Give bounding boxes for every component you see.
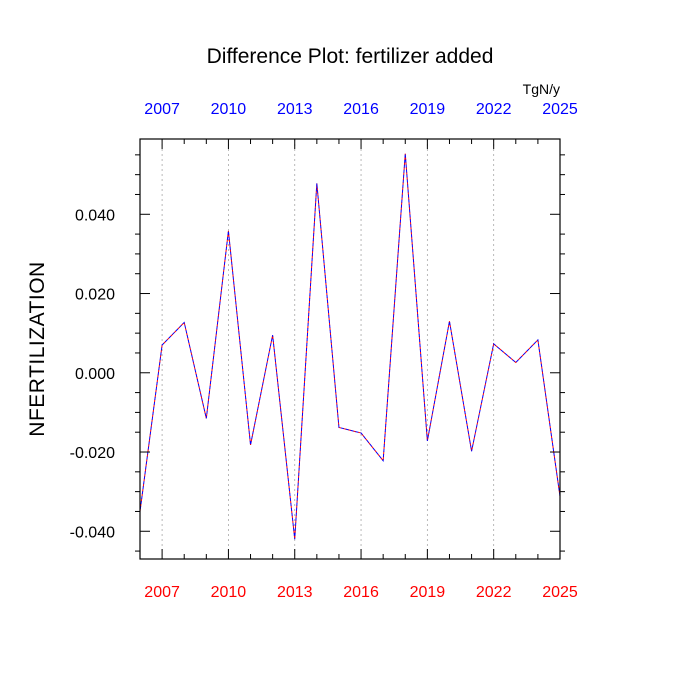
x-tick-label-top: 2013 [277, 101, 313, 118]
y-tick-label: 0.040 [75, 207, 115, 224]
x-tick-label-top: 2010 [211, 101, 247, 118]
plot-frame [139, 138, 561, 560]
y-tick-label: 0.000 [75, 366, 115, 383]
x-tick-label-top: 2007 [144, 101, 180, 118]
x-tick-label-bottom: 2019 [410, 584, 446, 601]
y-tick-label: 0.020 [75, 287, 115, 304]
y-tick-label: -0.040 [70, 524, 115, 541]
y-tick-label: -0.020 [70, 445, 115, 462]
x-tick-label-bottom: 2025 [542, 584, 578, 601]
x-tick-label-top: 2019 [410, 101, 446, 118]
x-tick-label-top: 2016 [343, 101, 379, 118]
chart-title: Difference Plot: fertilizer added [207, 45, 494, 68]
series-line-red-dash [139, 153, 561, 540]
x-tick-label-top: 2022 [476, 101, 512, 118]
units-label: TgN/y [523, 81, 560, 97]
x-tick-label-bottom: 2007 [144, 584, 180, 601]
x-tick-label-bottom: 2016 [343, 584, 379, 601]
x-tick-label-bottom: 2013 [277, 584, 313, 601]
x-tick-label-bottom: 2022 [476, 584, 512, 601]
series-line-blue-dash [139, 153, 561, 540]
y-axis-label: NFERTILIZATION [26, 261, 49, 436]
x-tick-label-top: 2025 [542, 101, 578, 118]
tick-labels: 2007 2007 2010 2010 2013 2013 2016 2016 2019 2019… [70, 101, 578, 601]
data-series [139, 153, 561, 540]
x-tick-label-bottom: 2010 [211, 584, 247, 601]
